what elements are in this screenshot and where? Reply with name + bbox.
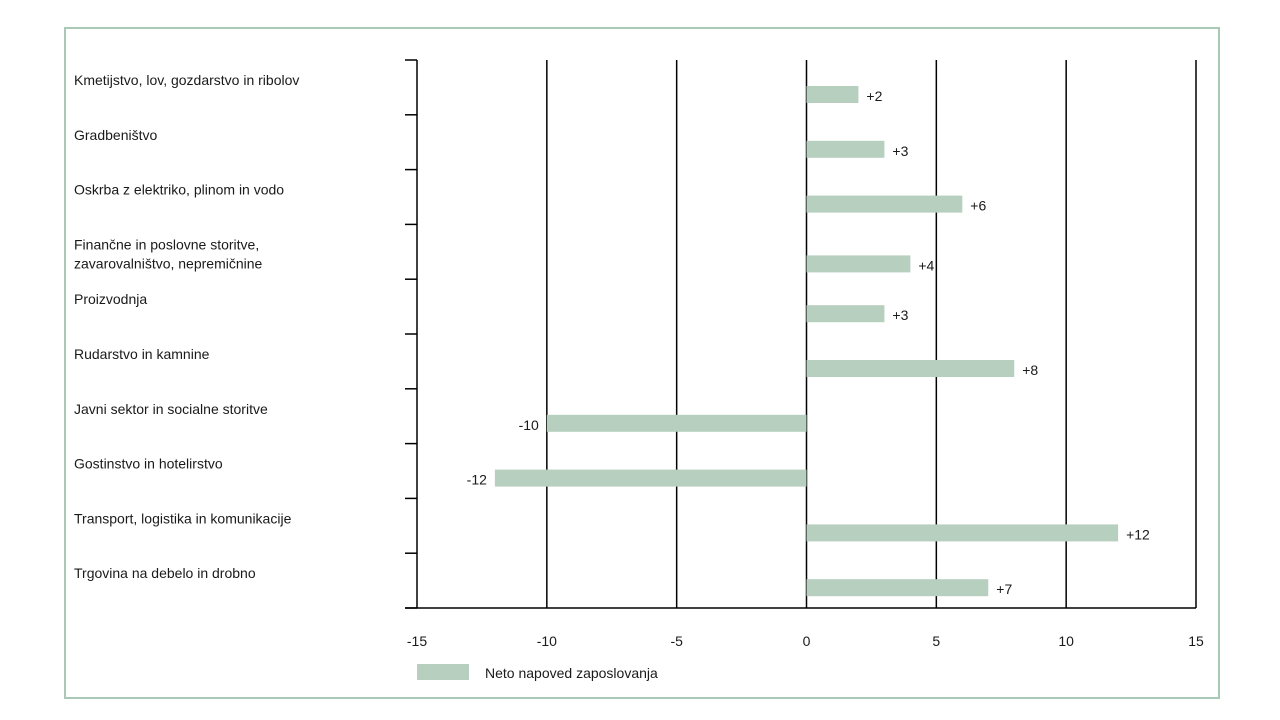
category-label: Kmetijstvo, lov, gozdarstvo in ribolov bbox=[74, 72, 299, 88]
bar bbox=[806, 195, 963, 213]
data-label: +2 bbox=[866, 88, 882, 104]
category-label: Javni sektor in socialne storitve bbox=[74, 401, 268, 417]
data-label: +6 bbox=[970, 198, 986, 214]
category-label: Gradbeništvo bbox=[74, 127, 157, 143]
data-label: +12 bbox=[1126, 526, 1150, 542]
data-label: +7 bbox=[996, 581, 1012, 597]
bar bbox=[806, 524, 1119, 542]
x-tick-label: 15 bbox=[1188, 633, 1204, 649]
category-label: Finančne in poslovne storitve, bbox=[74, 236, 259, 252]
category-label: Gostinstvo in hotelirstvo bbox=[74, 456, 223, 472]
x-tick-label: 0 bbox=[803, 633, 811, 649]
bar bbox=[806, 360, 1015, 377]
bar bbox=[494, 469, 807, 487]
x-tick-label: -5 bbox=[670, 633, 683, 649]
data-label: -12 bbox=[467, 472, 487, 488]
category-label: Rudarstvo in kamnine bbox=[74, 346, 210, 362]
x-tick-label: 5 bbox=[932, 633, 940, 649]
bar bbox=[806, 255, 911, 273]
category-label: Proizvodnja bbox=[74, 291, 147, 307]
category-label: Trgovina na debelo in drobno bbox=[74, 565, 256, 581]
bar bbox=[806, 305, 885, 323]
legend-label: Neto napoved zaposlovanja bbox=[485, 665, 658, 681]
bar bbox=[806, 86, 859, 103]
bar bbox=[806, 140, 885, 158]
data-label: +3 bbox=[892, 307, 908, 323]
data-label: +8 bbox=[1022, 362, 1038, 378]
bar bbox=[546, 414, 807, 432]
legend-swatch bbox=[417, 664, 469, 680]
x-tick-label: -10 bbox=[537, 633, 557, 649]
x-tick-label: -15 bbox=[407, 633, 427, 649]
data-label: +3 bbox=[892, 143, 908, 159]
data-label: +4 bbox=[918, 257, 934, 273]
bar bbox=[806, 579, 989, 597]
x-tick-label: 10 bbox=[1058, 633, 1074, 649]
category-label: Transport, logistika in komunikacije bbox=[74, 510, 292, 526]
chart-frame bbox=[64, 27, 1220, 699]
category-label: zavarovalništvo, nepremičnine bbox=[74, 255, 263, 271]
category-label: Oskrba z elektriko, plinom in vodo bbox=[74, 182, 284, 198]
data-label: -10 bbox=[519, 417, 539, 433]
